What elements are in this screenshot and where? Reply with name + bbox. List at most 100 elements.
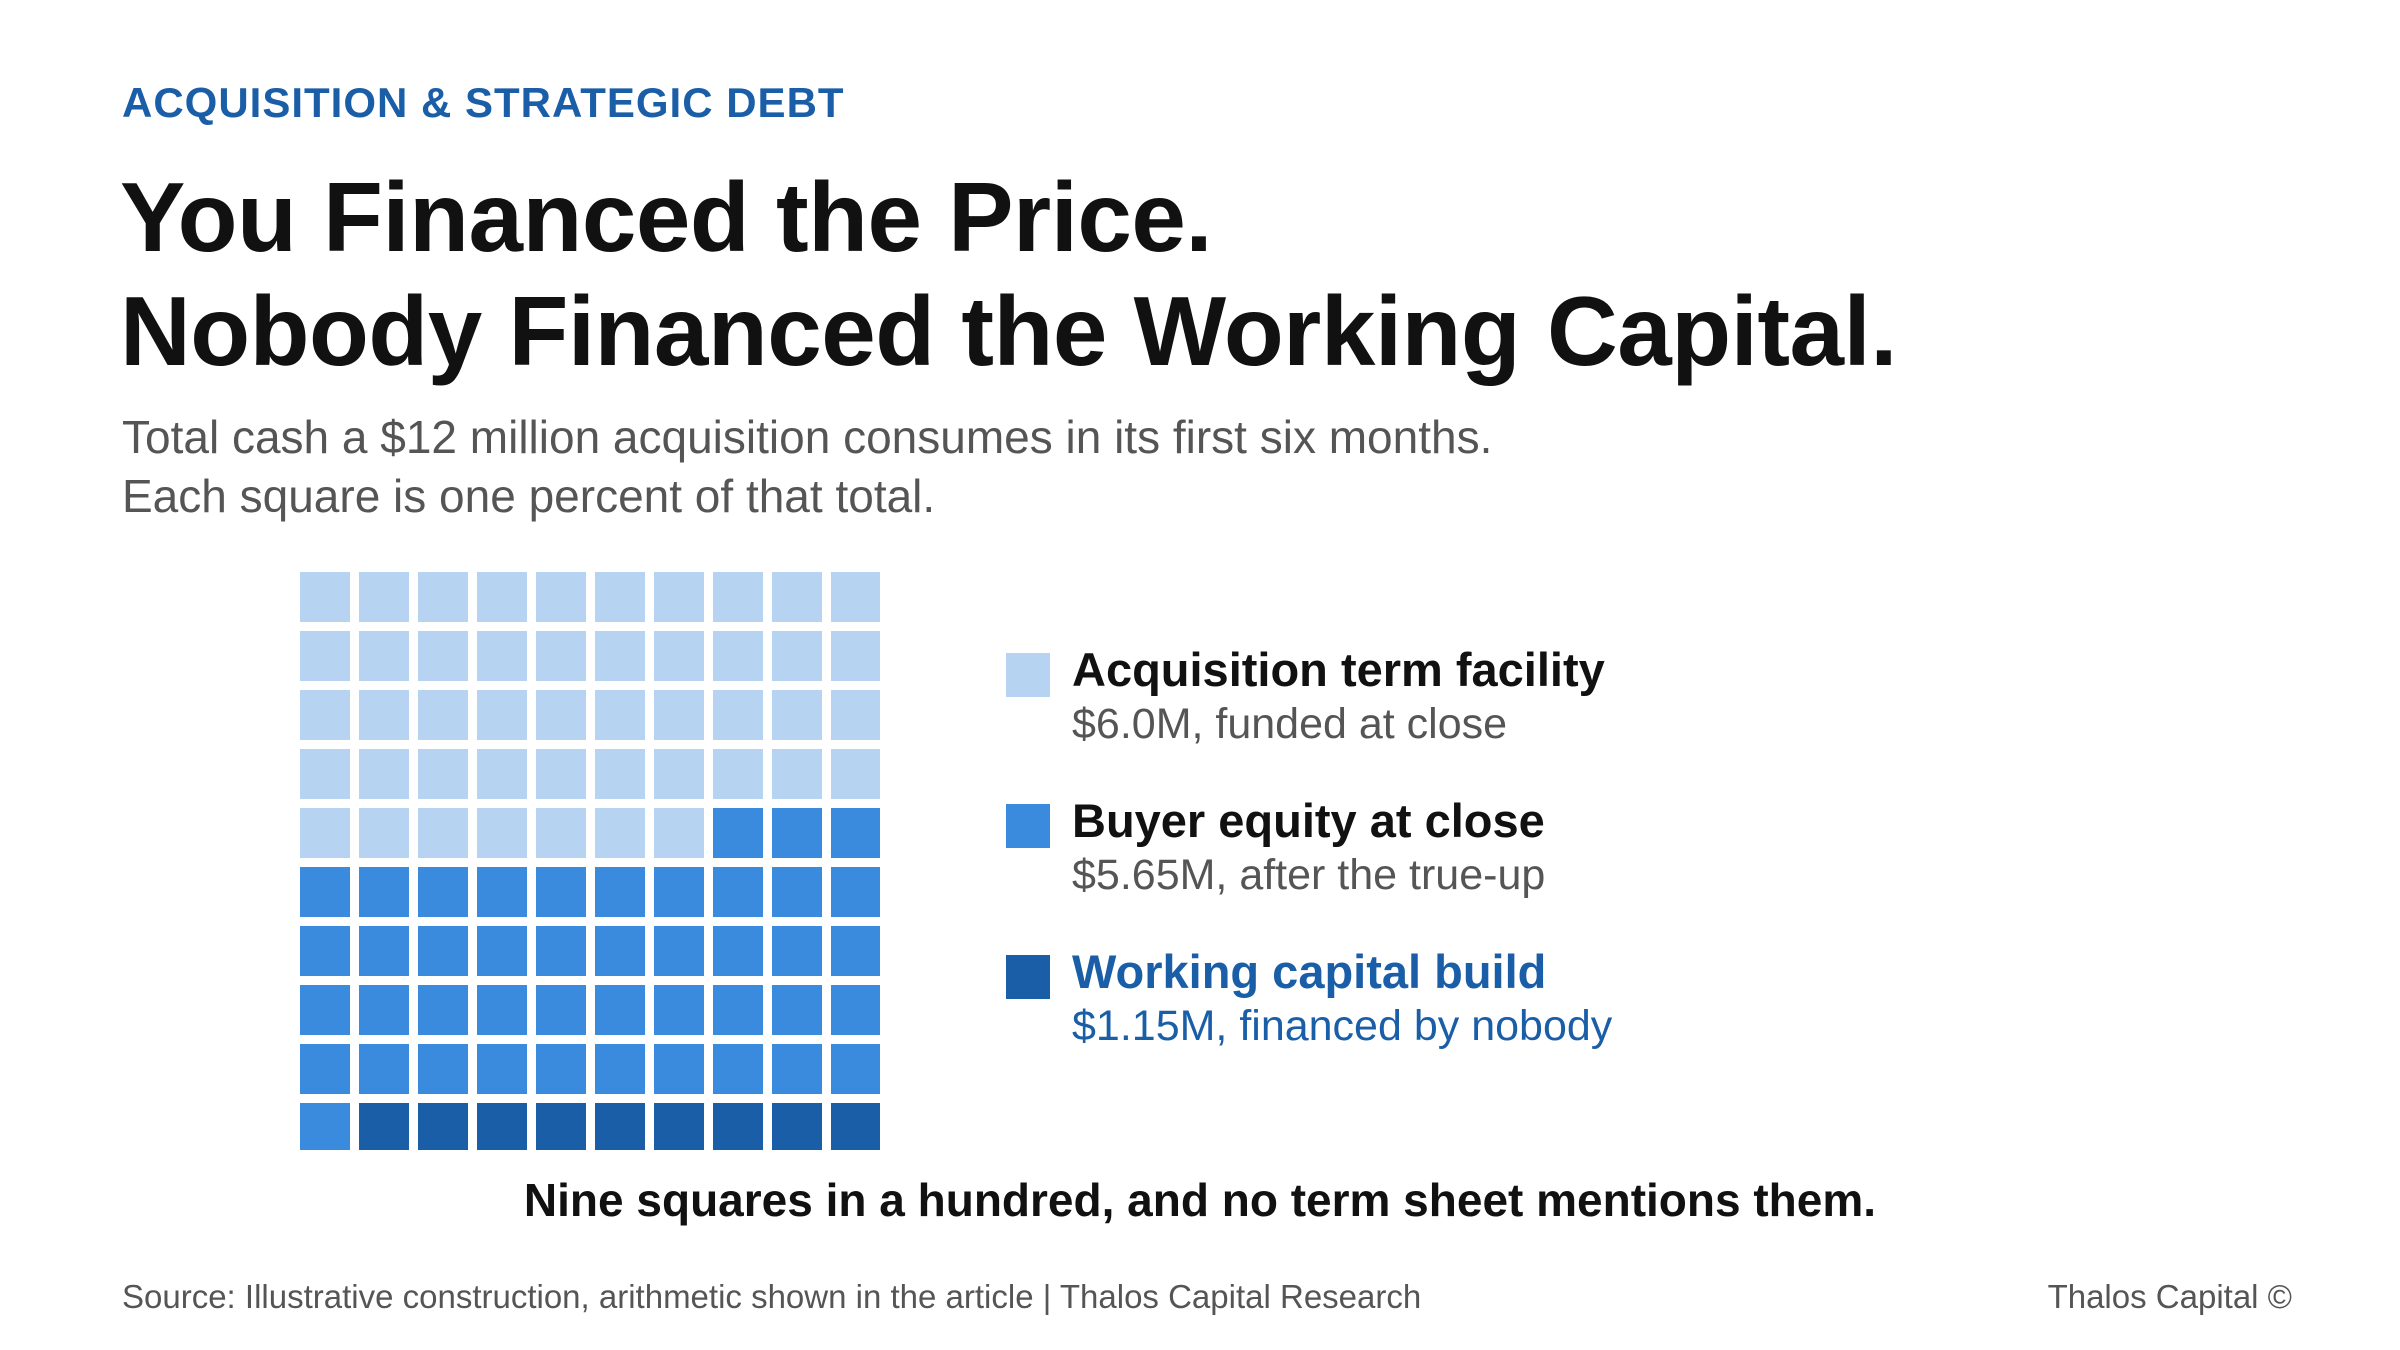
waffle-square-working-capital (654, 1103, 704, 1150)
waffle-square-equity (595, 867, 645, 917)
legend-detail-working-capital: $1.15M, financed by nobody (1072, 1002, 1613, 1050)
waffle-square-equity (654, 926, 704, 976)
legend-swatch-working-capital (1006, 955, 1050, 999)
waffle-square-equity (418, 985, 468, 1035)
waffle-square-term-facility (595, 572, 645, 622)
waffle-square-term-facility (831, 749, 880, 799)
waffle-square-equity (654, 867, 704, 917)
waffle-square-term-facility (418, 808, 468, 858)
legend-detail-equity: $5.65M, after the true-up (1072, 851, 1546, 899)
waffle-square-term-facility (831, 690, 880, 740)
waffle-square-term-facility (713, 690, 763, 740)
waffle-square-working-capital (713, 1103, 763, 1150)
waffle-square-term-facility (831, 631, 880, 681)
legend-title-term-facility: Acquisition term facility (1072, 643, 1605, 696)
waffle-square-term-facility (359, 808, 409, 858)
waffle-square-equity (359, 926, 409, 976)
waffle-square-equity (595, 926, 645, 976)
waffle-square-equity (831, 808, 880, 858)
waffle-square-term-facility (536, 572, 586, 622)
waffle-square-working-capital (477, 1103, 527, 1150)
waffle-square-term-facility (713, 572, 763, 622)
waffle-square-term-facility (536, 808, 586, 858)
waffle-square-equity (536, 926, 586, 976)
subtitle-line-1: Total cash a $12 million acquisition con… (122, 411, 1493, 463)
waffle-square-term-facility (418, 631, 468, 681)
waffle-square-equity (831, 1044, 880, 1094)
waffle-square-term-facility (477, 631, 527, 681)
waffle-square-equity (772, 985, 822, 1035)
waffle-square-equity (418, 867, 468, 917)
waffle-square-term-facility (536, 631, 586, 681)
waffle-square-equity (300, 1044, 350, 1094)
waffle-square-term-facility (595, 690, 645, 740)
chart-title: You Financed the Price. Nobody Financed … (120, 160, 1897, 388)
waffle-square-equity (359, 867, 409, 917)
waffle-square-equity (772, 808, 822, 858)
waffle-square-equity (713, 867, 763, 917)
waffle-square-term-facility (831, 572, 880, 622)
waffle-square-equity (300, 867, 350, 917)
chart-annotation: Nine squares in a hundred, and no term s… (523, 1174, 1877, 1226)
title-line-2: Nobody Financed the Working Capital. (120, 276, 1897, 386)
waffle-square-equity (713, 808, 763, 858)
waffle-square-term-facility (654, 631, 704, 681)
waffle-square-equity (477, 867, 527, 917)
waffle-square-equity (772, 1044, 822, 1094)
waffle-square-equity (300, 1103, 350, 1150)
legend-swatch-term-facility (1006, 653, 1050, 697)
waffle-square-equity (418, 926, 468, 976)
waffle-square-term-facility (654, 690, 704, 740)
waffle-square-equity (359, 985, 409, 1035)
waffle-square-term-facility (654, 749, 704, 799)
waffle-square-equity (536, 1044, 586, 1094)
waffle-square-term-facility (477, 690, 527, 740)
waffle-square-equity (713, 1044, 763, 1094)
waffle-square-term-facility (772, 690, 822, 740)
waffle-square-term-facility (477, 749, 527, 799)
legend-title-equity: Buyer equity at close (1072, 794, 1545, 847)
waffle-square-equity (654, 985, 704, 1035)
waffle-square-term-facility (418, 572, 468, 622)
subtitle-line-2: Each square is one percent of that total… (122, 470, 936, 522)
waffle-square-equity (418, 1044, 468, 1094)
waffle-square-term-facility (300, 631, 350, 681)
waffle-square-term-facility (477, 808, 527, 858)
waffle-square-equity (713, 926, 763, 976)
waffle-square-term-facility (418, 749, 468, 799)
waffle-square-equity (477, 1044, 527, 1094)
waffle-square-term-facility (713, 749, 763, 799)
waffle-square-equity (772, 926, 822, 976)
waffle-square-term-facility (772, 631, 822, 681)
waffle-square-term-facility (654, 572, 704, 622)
waffle-square-equity (713, 985, 763, 1035)
chart-subtitle: Total cash a $12 million acquisition con… (122, 408, 1492, 526)
waffle-square-equity (595, 985, 645, 1035)
waffle-square-term-facility (359, 749, 409, 799)
legend-title-working-capital: Working capital build (1072, 945, 1547, 998)
waffle-square-term-facility (654, 808, 704, 858)
waffle-square-working-capital (418, 1103, 468, 1150)
waffle-square-working-capital (772, 1103, 822, 1150)
waffle-square-term-facility (772, 572, 822, 622)
waffle-square-term-facility (359, 572, 409, 622)
waffle-square-term-facility (418, 690, 468, 740)
waffle-square-term-facility (536, 749, 586, 799)
waffle-square-working-capital (595, 1103, 645, 1150)
waffle-square-equity (831, 926, 880, 976)
waffle-square-term-facility (359, 631, 409, 681)
title-line-1: You Financed the Price. (120, 162, 1213, 272)
waffle-square-working-capital (536, 1103, 586, 1150)
brand-credit: Thalos Capital © (2047, 1278, 2292, 1315)
waffle-square-working-capital (831, 1103, 880, 1150)
waffle-square-equity (536, 867, 586, 917)
waffle-square-equity (831, 867, 880, 917)
waffle-square-term-facility (713, 631, 763, 681)
waffle-square-term-facility (359, 690, 409, 740)
waffle-square-term-facility (595, 631, 645, 681)
legend-detail-term-facility: $6.0M, funded at close (1072, 700, 1508, 748)
waffle-square-term-facility (595, 749, 645, 799)
waffle-square-equity (772, 867, 822, 917)
waffle-square-term-facility (300, 690, 350, 740)
waffle-square-equity (654, 1044, 704, 1094)
